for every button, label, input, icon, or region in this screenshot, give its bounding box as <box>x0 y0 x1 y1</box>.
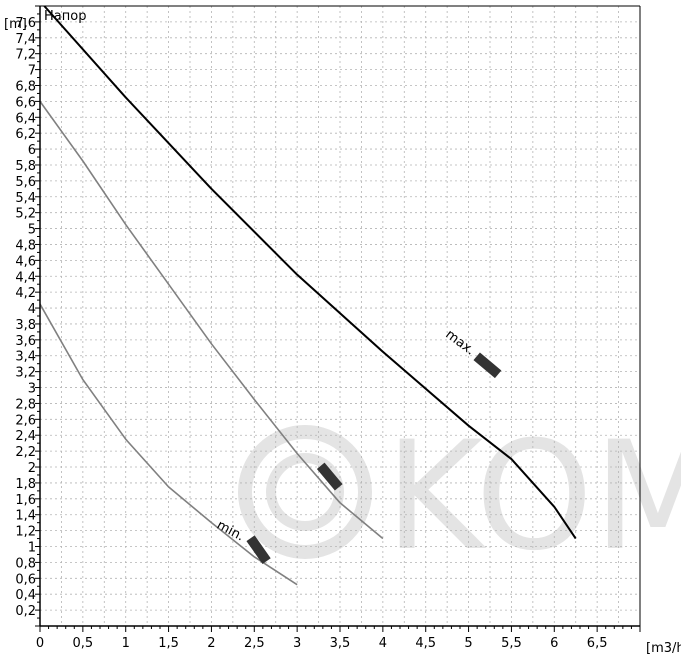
y-tick-label: 3,2 <box>15 366 36 381</box>
y-tick-label: 1 <box>28 541 36 556</box>
y-tick-label: 4,2 <box>15 286 36 301</box>
y-tick-label: 5,8 <box>15 159 36 174</box>
x-tick-label: 0 <box>36 636 44 651</box>
y-tick-label: 1,8 <box>15 477 36 492</box>
y-tick-label: 7,2 <box>15 48 36 63</box>
max-marker <box>473 352 502 379</box>
y-tick-label: 6 <box>28 143 36 158</box>
x-tick-label: 5 <box>464 636 472 651</box>
y-tick-label: 6,6 <box>15 95 36 110</box>
max-label: max. <box>442 327 477 359</box>
x-tick-label: 1,5 <box>158 636 179 651</box>
y-axis-unit: [m] <box>4 17 27 32</box>
series-line-2 <box>39 100 384 540</box>
min-label: min. <box>214 518 246 545</box>
y-tick-label: 0,4 <box>15 588 36 603</box>
y-tick-label: 1,4 <box>15 509 36 524</box>
watermark-ring-outer <box>238 425 372 559</box>
y-tick-label: 1,6 <box>15 493 36 508</box>
y-tick-label: 3,8 <box>15 318 36 333</box>
x-tick-label: 2,5 <box>244 636 265 651</box>
watermark-ring-inner <box>266 453 344 531</box>
min-marker-shape <box>246 535 271 565</box>
grid <box>40 6 640 626</box>
x-tick-label: 5,5 <box>501 636 522 651</box>
y-tick-label: 4,4 <box>15 270 36 285</box>
x-tick-label: 6 <box>550 636 558 651</box>
y-tick-label: 3,4 <box>15 350 36 365</box>
tick-labels: 0 0,5 1 1,5 2 2,5 3 3,5 4 4,5 5 5,5 6 6,5 0,20,40,60,8… <box>4 9 681 656</box>
y-tick-label: 2,2 <box>15 445 36 460</box>
y-tick-label: 5,6 <box>15 175 36 190</box>
y-tick-label: 5 <box>28 223 36 238</box>
y-tick-label: 6,8 <box>15 79 36 94</box>
mid-marker <box>316 462 343 491</box>
y-tick-label: 7,4 <box>15 32 36 47</box>
axes <box>35 5 641 632</box>
y-tick-label: 2,4 <box>15 429 36 444</box>
y-tick-label: 2 <box>28 461 36 476</box>
y-tick-label: 4 <box>28 302 36 317</box>
y-tick-label: 2,8 <box>15 397 36 412</box>
x-tick-label: 1 <box>122 636 130 651</box>
x-tick-label: 3 <box>293 636 301 651</box>
x-tick-label: 2 <box>207 636 215 651</box>
y-tick-label: 1,2 <box>15 525 36 540</box>
x-axis-title: [m3/h] <box>646 641 681 656</box>
y-tick-label: 0,6 <box>15 572 36 587</box>
y-tick-label: 4,8 <box>15 238 36 253</box>
y-tick-label: 3,6 <box>15 334 36 349</box>
y-tick-label: 4,6 <box>15 254 36 269</box>
series-line-1 <box>43 5 577 540</box>
y-tick-label: 5,2 <box>15 207 36 222</box>
x-tick-label: 4,5 <box>415 636 436 651</box>
y-tick-label: 5,4 <box>15 191 36 206</box>
x-tick-label: 4 <box>379 636 387 651</box>
y-tick-label: 3 <box>28 382 36 397</box>
y-tick-label: 7 <box>28 64 36 79</box>
min-marker <box>246 535 271 565</box>
mid-marker-shape <box>316 462 343 491</box>
series-line-3 <box>39 303 298 586</box>
y-tick-label: 0,2 <box>15 604 36 619</box>
y-tick-label: 0,8 <box>15 556 36 571</box>
x-tick-label: 3,5 <box>330 636 351 651</box>
y-tick-label: 6,2 <box>15 127 36 142</box>
x-tick-label: 0,5 <box>73 636 94 651</box>
max-marker-shape <box>473 352 502 379</box>
watermark: KOM <box>238 410 681 584</box>
y-axis-title: Напор <box>44 9 86 24</box>
y-tick-label: 6,4 <box>15 111 36 126</box>
y-tick-label: 2,6 <box>15 413 36 428</box>
y-tick-label: 7,6 <box>15 16 36 31</box>
x-tick-label: 6,5 <box>587 636 608 651</box>
